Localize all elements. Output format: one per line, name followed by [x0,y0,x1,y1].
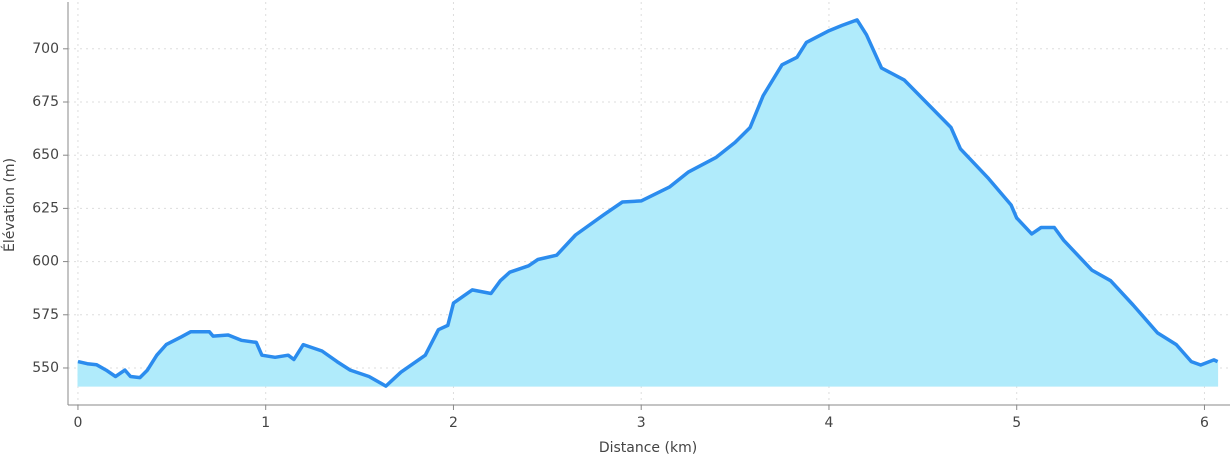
area-fill [77,19,1219,387]
y-tick-label: 675 [32,94,59,110]
x-tick-label: 6 [1200,415,1209,431]
x-tick-label: 4 [824,415,833,431]
x-axis-label: Distance (km) [599,440,697,456]
x-tick-label: 0 [73,415,82,431]
y-tick-label: 550 [32,360,59,376]
x-tick-label: 2 [449,415,458,431]
x-tick-label: 3 [637,415,646,431]
elevation-line [77,18,1219,388]
y-tick-label: 575 [32,307,59,323]
y-axis-label: Élévation (m) [1,158,18,252]
x-tick-label: 1 [261,415,270,431]
y-tick-label: 625 [32,200,59,216]
y-tick-label: 650 [32,147,59,163]
y-tick-label: 700 [32,41,59,57]
y-tick-label: 600 [32,254,59,270]
x-tick-label: 5 [1012,415,1021,431]
